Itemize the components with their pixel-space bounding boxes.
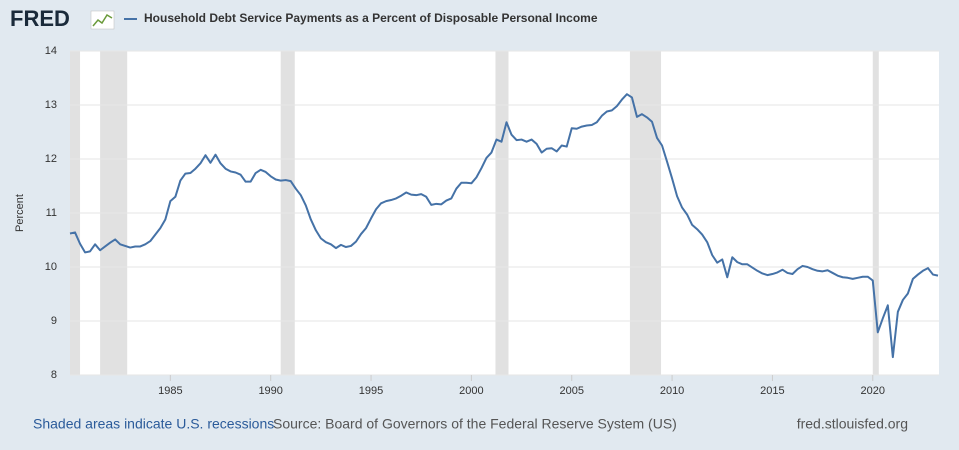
- y-tick-label: 11: [46, 207, 57, 219]
- x-tick-label: 1995: [359, 385, 383, 397]
- x-tick-label: 2005: [559, 385, 583, 397]
- y-tick-label: 13: [45, 99, 57, 111]
- logo-icon: [90, 10, 115, 30]
- site-link[interactable]: fred.stlouisfed.org: [797, 416, 908, 432]
- y-axis-label: Percent: [14, 194, 26, 232]
- y-tick-label: 12: [45, 153, 57, 165]
- x-tick-label: 2010: [660, 385, 684, 397]
- y-tick-label: 8: [51, 369, 57, 381]
- source: Source: Board of Governors of the Federa…: [273, 416, 677, 432]
- logo: FRED: [10, 6, 70, 31]
- x-tick-label: 2000: [459, 385, 483, 397]
- y-tick-label: 14: [45, 45, 57, 57]
- data-line: [69, 93, 939, 359]
- recession-note[interactable]: Shaded areas indicate U.S. recessions: [33, 416, 274, 432]
- x-tick-label: 2020: [861, 385, 885, 397]
- x-tick-label: 1985: [158, 385, 182, 397]
- y-tick-label: 10: [45, 261, 57, 273]
- x-tick-label: 1990: [258, 385, 282, 397]
- legend-label: Household Debt Service Payments as a Per…: [144, 11, 598, 25]
- x-tick-label: 2015: [760, 385, 784, 397]
- y-tick-label: 9: [51, 315, 57, 327]
